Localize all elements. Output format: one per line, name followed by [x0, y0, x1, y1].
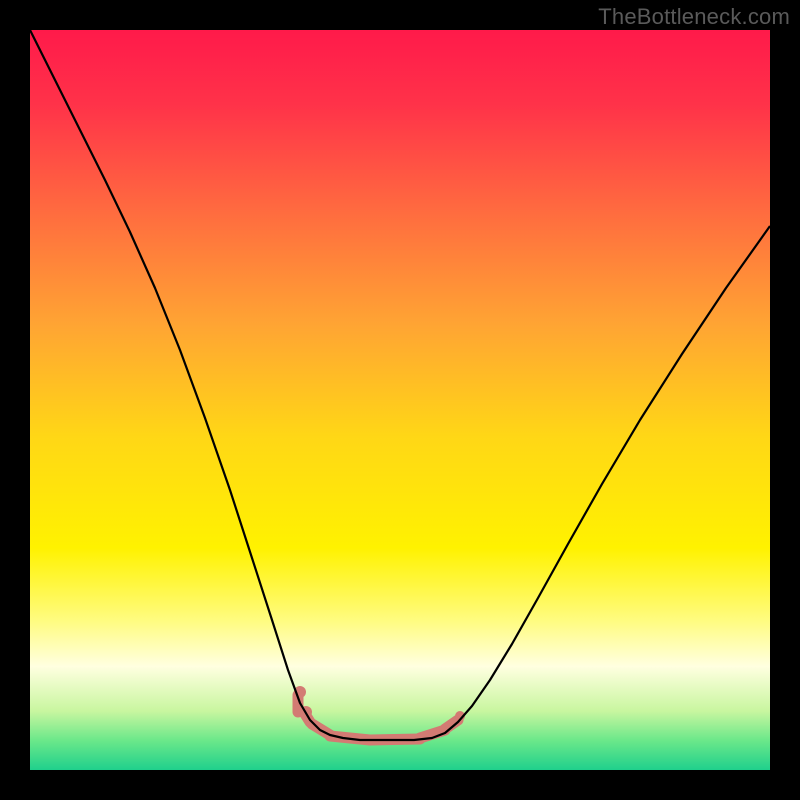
plot-background — [30, 30, 770, 770]
chart-container: TheBottleneck.com — [0, 0, 800, 800]
watermark-text: TheBottleneck.com — [598, 4, 790, 30]
bottleneck-chart — [0, 0, 800, 800]
